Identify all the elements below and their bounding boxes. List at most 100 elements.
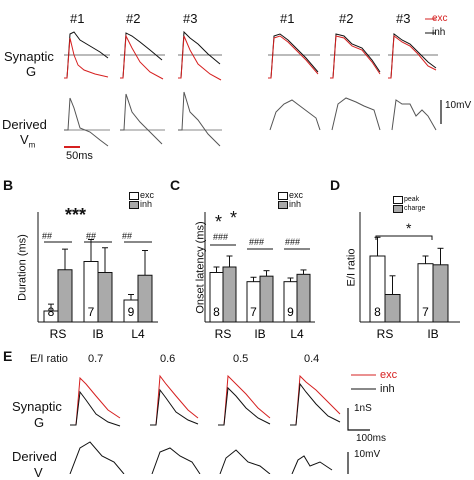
tick-label: L4: [131, 327, 145, 341]
ei-ratio-4: 0.4: [304, 353, 320, 365]
sig-b-hash-ib: ##: [86, 231, 97, 241]
e-scale-bar: [347, 408, 370, 431]
synaptic-trace-1: [64, 31, 110, 79]
derived-vm-trace-1: [64, 97, 110, 147]
synaptic-trace-4: [268, 33, 320, 79]
e-row-label-v: V: [34, 465, 43, 480]
panel-letter-c: C: [170, 177, 181, 193]
e-row-label-g: G: [34, 415, 45, 430]
ylabel-c: Onset latency (ms): [194, 221, 207, 314]
ylabel-b: Duration (ms): [16, 234, 29, 301]
n-label: 9: [128, 305, 135, 319]
legend-c-exc: exc: [289, 190, 304, 200]
legend-b-inh-swatch: [129, 201, 139, 209]
bar: [384, 294, 401, 323]
bar: [137, 274, 153, 323]
sig-c-star-2: *: [230, 208, 238, 228]
panel-letter-b: B: [3, 177, 14, 193]
e-row-label-derived: Derived: [12, 449, 57, 464]
trace-header: #1: [280, 11, 295, 26]
sig-c-hash-ib: ###: [249, 237, 265, 247]
legend-b-inh: inh: [140, 199, 153, 209]
panel-e-traces: [69, 374, 341, 474]
panel-letter-e: E: [3, 348, 13, 364]
panel-letter-d: D: [330, 177, 341, 193]
voltage-scale-label: 10mV: [445, 100, 472, 111]
legend-d-peak: peak: [404, 196, 420, 203]
synaptic-trace-3: [178, 30, 222, 81]
bar: [259, 275, 274, 323]
panel-e-trace-1: [70, 376, 121, 427]
tick-label: RS: [377, 327, 394, 341]
derived-vm-trace-3: [178, 91, 222, 147]
panel-e-derived-traces: [69, 441, 333, 474]
legend-c-exc-swatch: [278, 192, 288, 200]
panel-e-trace-4: [290, 374, 341, 426]
ei-ratio-3: 0.5: [233, 353, 249, 365]
bar: [97, 272, 113, 323]
bar: [222, 266, 237, 323]
ei-ratio-2: 0.6: [160, 353, 176, 365]
legend-d-charge: charge: [404, 205, 426, 212]
e-legend-inh: inh: [380, 383, 395, 395]
row-label-synaptic: Synaptic: [4, 49, 54, 64]
legend-d-peak-swatch: [393, 196, 403, 204]
ei-ratio-1: 0.7: [88, 353, 104, 365]
e-g-scale-label: 1nS: [354, 403, 372, 414]
synaptic-trace-6: [388, 33, 438, 79]
trace-header: #3: [183, 11, 198, 26]
chart-b: RS 8 IB 7 L4 9: [37, 212, 158, 341]
sig-b-hash-l4: ##: [122, 231, 133, 241]
panel-e-trace-2: [150, 374, 199, 426]
tick-label: RS: [215, 327, 232, 341]
derived-vm-trace-5: [331, 97, 381, 131]
bar: [57, 269, 73, 323]
sig-b-stars: ***: [65, 205, 87, 225]
tick-label: IB: [427, 327, 438, 341]
n-label: 8: [48, 305, 55, 319]
row-label-g: G: [26, 64, 37, 79]
legend-d-charge-swatch: [393, 205, 403, 213]
chart-c: RS 8 IB 7 L4 9: [204, 212, 315, 341]
sig-d-star: *: [406, 220, 412, 236]
time-scale-label: 50ms: [66, 150, 93, 162]
bar: [296, 273, 311, 323]
sig-b-hash-rs: ##: [42, 231, 53, 241]
trace-header: #2: [339, 11, 354, 26]
tick-label: IB: [92, 327, 103, 341]
n-label: 7: [88, 305, 95, 319]
e-row-label-synaptic: Synaptic: [12, 399, 62, 414]
trace-header: #2: [126, 11, 141, 26]
row-label-derived: Derived: [2, 117, 47, 132]
ei-ratio-label: E/I ratio: [30, 353, 68, 365]
derived-vm-trace-2: [120, 93, 165, 145]
chart-d: RS 8 IB 7: [359, 212, 460, 341]
trace-header: #3: [396, 11, 411, 26]
sig-c-star-1: *: [215, 212, 223, 232]
derived-vm-trace-4: [269, 99, 321, 131]
legend-inh-label: inh: [432, 27, 446, 38]
row-label-vm: Vm: [20, 132, 36, 150]
sig-c-hash-l4: ###: [285, 237, 301, 247]
legend-b-exc: exc: [140, 190, 155, 200]
synaptic-trace-5: [330, 33, 381, 79]
derived-vm-trace-6: [391, 99, 437, 131]
n-label: 7: [250, 305, 257, 319]
panel-e-trace-3: [218, 374, 271, 426]
n-label: 9: [287, 305, 294, 319]
e-v-scale-label: 10mV: [354, 449, 381, 460]
sig-bracket: [375, 235, 433, 240]
n-label: 7: [422, 305, 429, 319]
trace-header: #1: [70, 11, 85, 26]
sig-c-hash-rs: ###: [213, 232, 229, 242]
tick-label: RS: [50, 327, 67, 341]
legend-c-inh: inh: [289, 199, 302, 209]
tick-label: L4: [290, 327, 304, 341]
tick-label: IB: [254, 327, 265, 341]
bar: [432, 264, 449, 323]
e-legend-exc: exc: [380, 369, 398, 381]
e-t-scale-label: 100ms: [356, 433, 387, 444]
ylabel-d: E/I ratio: [345, 248, 358, 287]
legend-b-exc-swatch: [129, 192, 139, 200]
